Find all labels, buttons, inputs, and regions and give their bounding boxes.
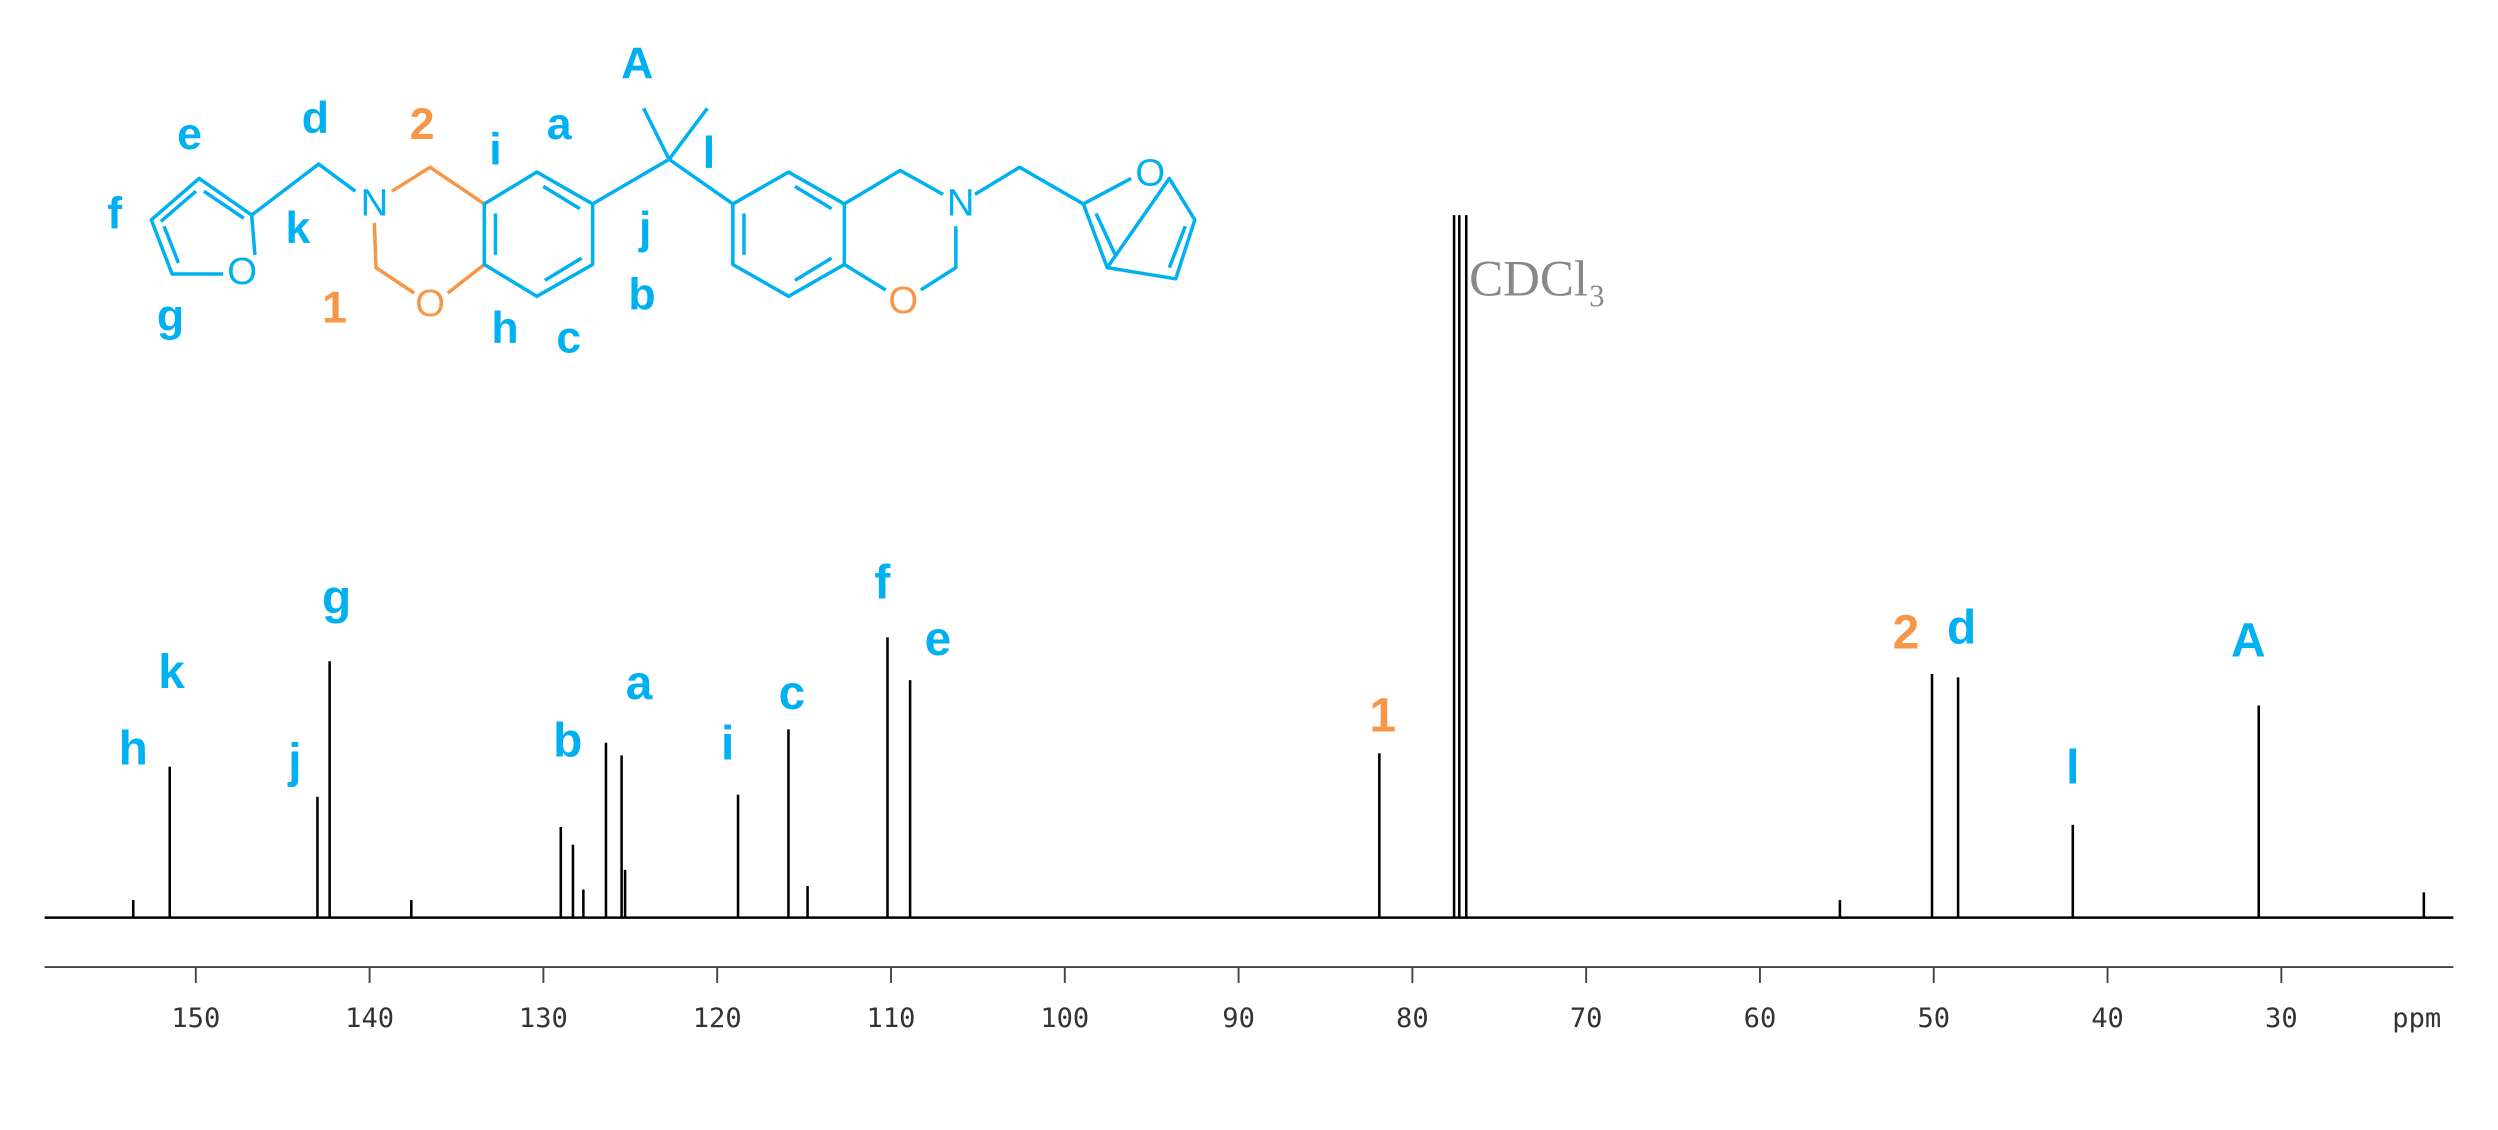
structure-label: g	[157, 291, 184, 340]
atom: O	[415, 282, 445, 325]
atom: N	[947, 182, 975, 225]
peak-label: l	[2066, 741, 2079, 794]
peak-label: g	[322, 571, 351, 624]
peak-label: 2	[1893, 607, 1920, 660]
x-tick-label: 40	[2091, 1003, 2124, 1034]
structure-label: e	[177, 110, 202, 159]
peak-label: e	[925, 613, 952, 666]
atom: O	[227, 250, 257, 293]
x-axis-label: ppm	[2392, 1003, 2441, 1034]
peak-label: k	[158, 646, 185, 699]
x-tick-label: 130	[519, 1003, 568, 1034]
structure-label: h	[491, 304, 518, 353]
structure-label: f	[107, 189, 122, 238]
benzene-left	[482, 107, 734, 299]
atom: O	[1135, 151, 1165, 194]
x-tick-label: 30	[2265, 1003, 2298, 1034]
x-tick-label: 80	[1396, 1003, 1429, 1034]
molecule: N O O N O O A d 2 i a l e f k j g 1 h c …	[107, 40, 1197, 363]
x-tick-label: 90	[1222, 1003, 1255, 1034]
x-tick-label: 120	[693, 1003, 742, 1034]
x-tick-label: 60	[1744, 1003, 1777, 1034]
x-tick-label: 100	[1040, 1003, 1089, 1034]
x-tick-label: 140	[345, 1003, 394, 1034]
atom: N	[361, 182, 389, 225]
peak-label: 1	[1370, 689, 1397, 742]
structure-label: b	[628, 271, 655, 320]
x-tick-label: 50	[1917, 1003, 1950, 1034]
structure-label: k	[286, 204, 311, 253]
structure-label: j	[638, 204, 651, 253]
structure-label: 1	[322, 283, 347, 332]
structure-label: A	[621, 40, 653, 89]
benzene-right	[731, 165, 1197, 299]
peak-label: i	[721, 718, 734, 771]
peak-label: a	[626, 657, 653, 710]
structure-labels: A d 2 i a l e f k j g 1 h c b	[107, 40, 715, 363]
peak-label: CDCl₃	[1469, 252, 1606, 308]
furan-left	[149, 162, 357, 276]
x-tick-label: 150	[171, 1003, 220, 1034]
peak-label: A	[2231, 614, 2266, 667]
structure-label: i	[489, 126, 501, 175]
peak-label: f	[874, 557, 890, 610]
atom-labels: N O O N O O	[227, 151, 1165, 325]
oxazine-left	[372, 165, 486, 295]
structure-label: l	[703, 129, 715, 178]
structure-label: d	[302, 94, 329, 143]
x-tick-label: 70	[1570, 1003, 1603, 1034]
peak-label: d	[1947, 602, 1976, 655]
peak-label: c	[779, 667, 806, 720]
peak-label: h	[119, 722, 148, 775]
structure-label: a	[547, 100, 573, 149]
peak-label: j	[287, 735, 301, 788]
x-tick-label: 110	[867, 1003, 916, 1034]
structure-label: c	[556, 314, 581, 363]
peak-label: b	[553, 715, 582, 768]
atom: O	[888, 279, 918, 322]
structure-label: 2	[410, 100, 435, 149]
